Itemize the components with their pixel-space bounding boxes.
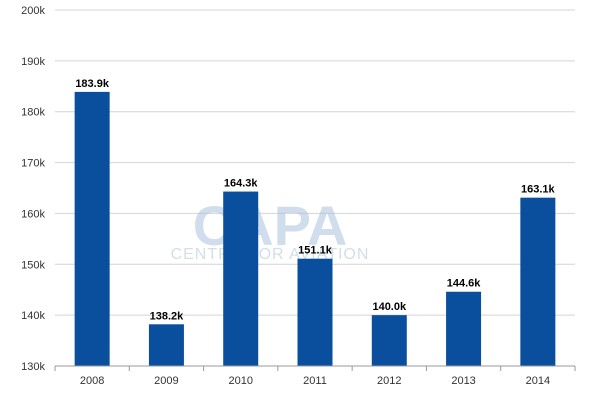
bar-2014 xyxy=(520,197,556,366)
y-tick-label: 160k xyxy=(21,208,45,220)
watermark-subtitle: CENTRE FOR AVIATION xyxy=(171,246,370,263)
x-tick-label: 2010 xyxy=(228,375,252,387)
y-tick-label: 140k xyxy=(21,310,45,322)
bar-2012 xyxy=(371,315,407,366)
capa-watermark: CAPA CENTRE FOR AVIATION xyxy=(171,194,370,263)
axes: 130k 140k 150k 160k 170k 180k 190k 200k 2008 2009… xyxy=(21,5,576,387)
x-tick-label: 2009 xyxy=(154,375,178,387)
x-tick-label: 2013 xyxy=(451,375,475,387)
data-label-2013: 144.6k xyxy=(447,278,482,290)
data-label-2012: 140.0k xyxy=(372,301,407,313)
data-label-2014: 163.1k xyxy=(521,184,556,196)
bar-2010 xyxy=(223,191,259,366)
data-labels: 183.9k 138.2k 164.3k 151.1k 140.0k 144.6k 163.… xyxy=(75,78,555,322)
watermark-brand: CAPA xyxy=(193,194,348,257)
bar-2009 xyxy=(148,324,184,366)
data-label-2008: 183.9k xyxy=(75,78,110,90)
y-tick-label: 130k xyxy=(21,361,45,373)
y-tick-label: 190k xyxy=(21,56,45,68)
data-label-2011: 151.1k xyxy=(298,245,333,257)
x-tick-label: 2011 xyxy=(303,375,327,387)
x-tick-label: 2012 xyxy=(377,375,401,387)
bar-2011 xyxy=(297,258,333,366)
y-tick-label: 180k xyxy=(21,107,45,119)
data-label-2010: 164.3k xyxy=(224,178,259,190)
y-tick-label: 150k xyxy=(21,259,45,271)
y-tick-label: 170k xyxy=(21,158,45,170)
bar-2013 xyxy=(446,291,482,366)
data-label-2009: 138.2k xyxy=(150,310,185,322)
bar-2008 xyxy=(74,91,110,366)
y-tick-label: 200k xyxy=(21,5,45,17)
bars xyxy=(74,91,556,366)
x-tick-label: 2014 xyxy=(526,375,550,387)
x-tick-label: 2008 xyxy=(80,375,104,387)
